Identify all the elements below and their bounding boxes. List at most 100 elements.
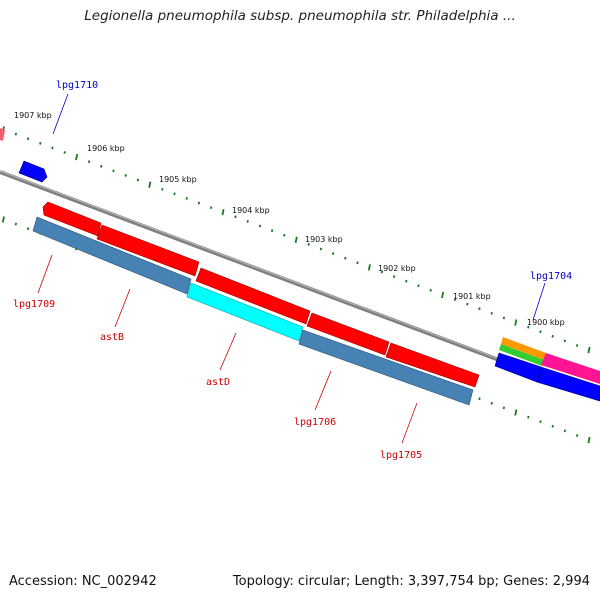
scale-tick-upper — [367, 264, 371, 271]
scale-tick-upper — [392, 275, 396, 278]
kbp-label-1906: 1906 kbp — [87, 144, 125, 153]
scale-tick-lower — [527, 415, 530, 419]
scale-tick-lower — [26, 227, 30, 231]
diagram-title: Legionella pneumophila subsp. pneumophil… — [84, 8, 516, 24]
scale-tick-lower — [478, 397, 481, 401]
scale-tick-upper — [26, 137, 30, 141]
scale-tick-upper — [270, 229, 274, 233]
gene-feature-green[interactable] — [499, 344, 544, 366]
scale-tick-upper — [429, 288, 432, 292]
scale-tick-upper — [234, 215, 237, 219]
kbp-label-1902: 1902 kbp — [378, 264, 416, 273]
scale-tick-upper — [307, 242, 310, 246]
scale-tick-lower — [502, 406, 506, 410]
kbp-label-1907: 1907 kbp — [14, 111, 52, 120]
forward-strand-features — [0, 128, 600, 384]
gene-feature-pink[interactable] — [541, 353, 600, 384]
gene-link-lpg1710[interactable]: lpg1710 — [56, 80, 98, 91]
scale-tick-upper — [344, 256, 347, 260]
scale-tick-upper — [478, 307, 481, 311]
scale-tick-upper — [539, 330, 542, 334]
reverse-strand-genes — [32, 216, 600, 406]
kbp-label-1903: 1903 kbp — [305, 235, 343, 244]
scale-tick-upper — [417, 284, 420, 288]
scale-tick-upper — [75, 153, 79, 161]
kbp-labels: 1907 kbp 1906 kbp 1905 kbp 1904 kbp 1903… — [14, 111, 565, 327]
scale-tick-lower — [575, 434, 579, 437]
reverse-strand-cds — [42, 201, 480, 388]
scale-tick-upper — [100, 164, 103, 168]
scale-tick-upper — [551, 334, 554, 338]
scale-tick-lower — [490, 401, 493, 405]
gene-bar-blue-right-2[interactable] — [536, 366, 600, 402]
kbp-label-1905: 1905 kbp — [159, 175, 197, 184]
scale-tick-upper — [502, 316, 506, 320]
scale-tick-upper — [563, 339, 567, 343]
gene-feature-orange[interactable] — [501, 337, 546, 360]
scale-tick-lower — [539, 420, 542, 424]
gene-link-astB[interactable]: astB — [100, 332, 124, 343]
scale-tick-upper — [148, 181, 152, 188]
upper-scale-ticks — [1, 126, 591, 354]
topology-text: Topology: circular; Length: 3,397,754 bp… — [232, 574, 590, 589]
gene-feature-partial-left[interactable] — [0, 128, 5, 141]
kbp-label-1900: 1900 kbp — [527, 318, 565, 327]
scale-tick-upper — [258, 224, 262, 228]
kbp-label-1901: 1901 kbp — [453, 292, 491, 301]
scale-tick-upper — [527, 325, 530, 329]
scale-tick-upper — [356, 261, 359, 265]
scale-tick-lower — [514, 409, 518, 416]
scale-tick-upper — [319, 247, 323, 251]
scale-tick-upper — [441, 291, 445, 299]
scale-tick-upper — [112, 169, 115, 173]
scale-tick-upper — [294, 236, 298, 243]
scale-tick-lower — [563, 429, 567, 433]
cds-red-5[interactable] — [385, 342, 480, 388]
scale-tick-upper — [221, 209, 225, 216]
scale-tick-upper — [51, 146, 54, 150]
scale-tick-upper — [136, 178, 140, 182]
scale-tick-upper — [453, 298, 457, 301]
cds-red-2[interactable] — [96, 224, 200, 277]
scale-tick-upper — [283, 233, 286, 237]
accession-text: Accession: NC_002942 — [9, 574, 157, 589]
cds-red-3[interactable] — [195, 267, 311, 325]
gene-link-lpg1704[interactable]: lpg1704 — [530, 271, 572, 282]
scale-tick-upper — [87, 160, 91, 164]
scale-tick-upper — [14, 132, 18, 136]
scale-tick-lower — [14, 222, 18, 226]
gene-link-lpg1705[interactable]: lpg1705 — [380, 450, 422, 461]
scale-tick-upper — [587, 346, 591, 354]
cds-red-4[interactable] — [306, 312, 390, 356]
scale-tick-upper — [63, 151, 66, 154]
scale-tick-upper — [197, 201, 201, 205]
scale-tick-upper — [161, 187, 164, 191]
scale-tick-lower — [551, 424, 554, 428]
scale-tick-upper — [466, 302, 469, 306]
cds-red-1[interactable] — [42, 201, 102, 237]
scale-tick-upper — [209, 206, 213, 210]
scale-tick-upper — [331, 252, 335, 255]
scale-tick-upper — [514, 319, 518, 326]
scale-tick-upper — [575, 344, 579, 347]
scale-tick-lower — [587, 436, 591, 444]
gene-link-lpg1709[interactable]: lpg1709 — [13, 299, 55, 310]
gene-bar-lpg1709-astB[interactable] — [32, 216, 192, 295]
gene-link-astD[interactable]: astD — [206, 377, 230, 388]
gene-labels: lpg1710 lpg1704 lpg1709 astB astD lpg170… — [13, 80, 572, 461]
gene-link-lpg1706[interactable]: lpg1706 — [294, 417, 336, 428]
gene-bar-lpg1706-lpg1705[interactable] — [298, 329, 474, 406]
scale-tick-upper — [173, 192, 176, 196]
gene-feature-lpg1710[interactable] — [18, 160, 48, 183]
label-leader-lines — [37, 93, 546, 444]
gene-bar-astD[interactable] — [186, 282, 304, 342]
scale-tick-upper — [124, 174, 127, 177]
scale-tick-upper — [380, 270, 384, 274]
scale-tick-upper — [246, 219, 249, 223]
scale-tick-upper — [39, 141, 42, 145]
scale-tick-upper — [405, 279, 408, 283]
scale-tick-upper — [185, 197, 188, 200]
scale-tick-upper — [490, 311, 493, 315]
scale-tick-lower — [1, 216, 5, 223]
